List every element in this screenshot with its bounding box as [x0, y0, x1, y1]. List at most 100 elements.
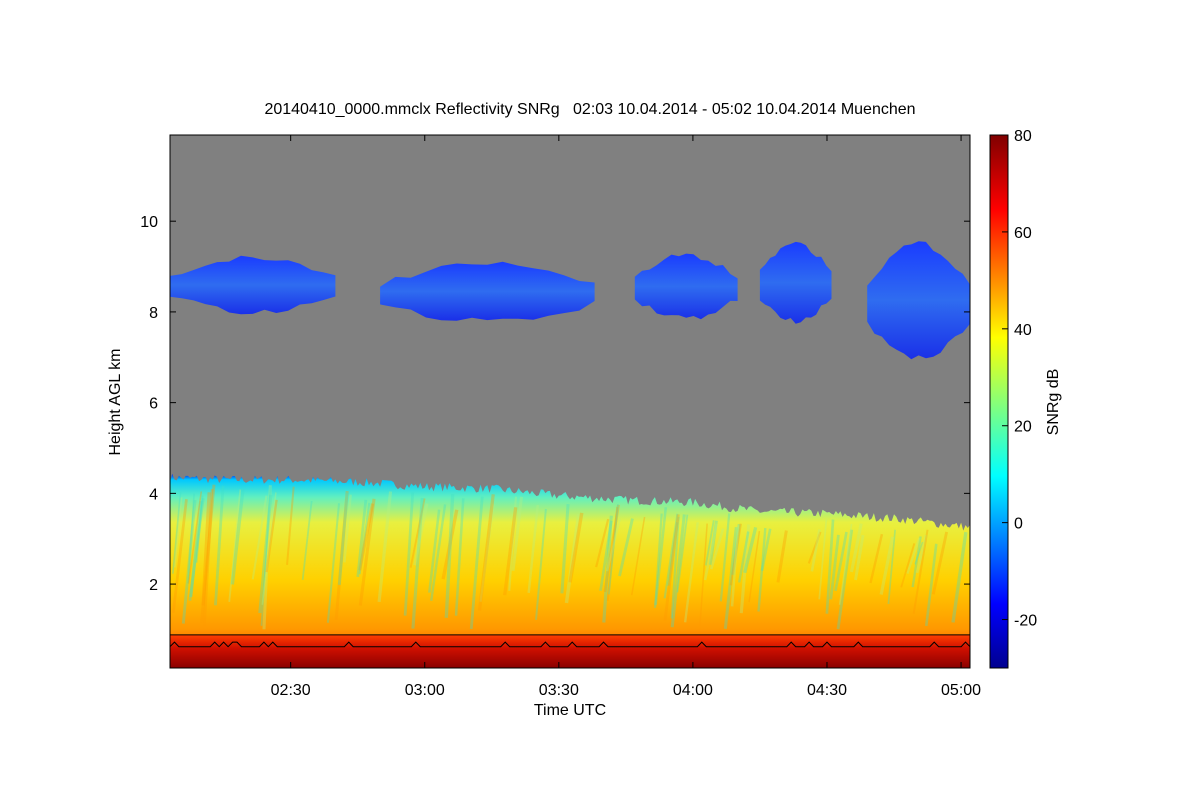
fall-streak — [829, 534, 840, 600]
fall-streak — [188, 498, 205, 601]
fall-streak — [924, 543, 938, 627]
fall-streak — [187, 493, 195, 584]
fall-streak — [912, 529, 929, 614]
fall-streak — [444, 494, 455, 618]
fall-streak — [173, 497, 183, 568]
fall-streak — [807, 531, 822, 564]
fall-streak — [606, 506, 619, 601]
plot-frame — [169, 134, 971, 669]
fall-streak — [454, 498, 465, 616]
fall-streak — [377, 491, 393, 603]
fall-streak — [618, 518, 634, 577]
fall-streak — [181, 500, 197, 624]
y-tick-label: 2 — [149, 577, 158, 594]
fall-streak — [723, 527, 738, 629]
fall-streak — [508, 496, 518, 591]
fall-streak — [477, 494, 495, 611]
fall-streak — [535, 508, 547, 620]
fall-streak — [698, 523, 708, 630]
fall-streak — [836, 529, 854, 630]
fall-streak — [262, 485, 272, 630]
fall-streak — [931, 531, 949, 595]
fall-streak — [738, 531, 750, 583]
fall-streak — [731, 523, 741, 576]
fall-streak — [719, 513, 731, 602]
fall-streak — [730, 525, 740, 607]
fall-streak — [869, 533, 884, 584]
x-tick-label: 04:00 — [673, 682, 713, 699]
fall-streak — [838, 523, 853, 605]
fall-streak — [358, 502, 371, 575]
cloud-base-line — [170, 641, 970, 648]
fall-streak — [760, 528, 772, 571]
colorbar-tick-label: 40 — [1014, 322, 1032, 339]
upper-cloud-patch — [759, 241, 832, 324]
fall-streak — [265, 499, 278, 573]
x-axis: 02:30 03:00 03:30 04:00 04:30 05:00 — [271, 135, 981, 699]
fall-streak — [413, 503, 429, 566]
fall-streak — [654, 507, 668, 606]
fall-streak — [704, 520, 715, 566]
colorbar-axis: -20 0 20 40 60 80 — [1002, 128, 1037, 630]
plot-area — [170, 241, 970, 668]
fall-streak — [818, 519, 828, 600]
fall-streak — [228, 489, 242, 602]
fall-streak — [202, 488, 214, 628]
fall-streak — [602, 515, 613, 623]
y-tick-label: 6 — [149, 396, 158, 413]
colorbar-label: SNRg dB — [1045, 369, 1062, 436]
fall-streak — [356, 499, 368, 578]
fall-streak — [709, 528, 725, 570]
fall-streak — [430, 504, 447, 601]
fall-streak — [663, 513, 679, 599]
x-axis-label: Time UTC — [534, 702, 606, 719]
fall-streak — [914, 541, 924, 565]
x-tick-label: 05:00 — [941, 682, 981, 699]
y-tick-label: 10 — [140, 214, 158, 231]
fall-streak — [667, 522, 679, 586]
fall-streak — [334, 491, 349, 620]
fall-streak — [900, 543, 916, 588]
x-tick-label: 03:00 — [405, 682, 445, 699]
fall-streak — [441, 509, 459, 580]
upper-cloud-patch — [867, 241, 970, 360]
fall-streak — [915, 534, 928, 574]
fall-streak — [703, 523, 718, 581]
fall-streak — [630, 516, 646, 596]
fall-streak — [201, 492, 211, 606]
fall-streak — [195, 495, 204, 563]
upper-cloud-patch — [170, 255, 336, 315]
fall-streak — [260, 487, 272, 626]
fall-streak — [834, 531, 848, 592]
colorbar-tick-label: 80 — [1014, 128, 1032, 145]
fall-streak — [879, 536, 895, 595]
fall-streak — [358, 503, 375, 571]
fall-streak — [670, 516, 680, 619]
fall-streak — [729, 523, 742, 586]
fall-streak — [599, 520, 613, 591]
fall-streak — [568, 512, 584, 583]
fall-streak — [606, 518, 621, 572]
fall-streak — [511, 496, 524, 571]
fall-streak — [906, 537, 921, 574]
x-tick-label: 04:30 — [807, 682, 847, 699]
fall-streak — [409, 498, 426, 568]
fall-streak — [743, 527, 758, 574]
colorbar-tick-label: 0 — [1014, 516, 1023, 533]
fall-streak — [428, 509, 441, 593]
fall-streak — [951, 531, 968, 623]
fall-streak — [301, 500, 313, 580]
fall-streak — [251, 495, 268, 580]
fall-streak — [171, 499, 188, 613]
fall-streak — [261, 492, 277, 605]
fall-streak — [411, 497, 424, 629]
low-echo-layer — [170, 473, 970, 668]
fall-streak — [607, 504, 619, 595]
x-tick-label: 03:30 — [539, 682, 579, 699]
fall-streak — [527, 504, 540, 593]
fall-streak — [670, 514, 686, 628]
fall-streak — [503, 507, 518, 596]
colorbar-tick-label: -20 — [1014, 613, 1037, 630]
fall-streak — [708, 520, 718, 565]
fall-streak — [663, 514, 680, 621]
